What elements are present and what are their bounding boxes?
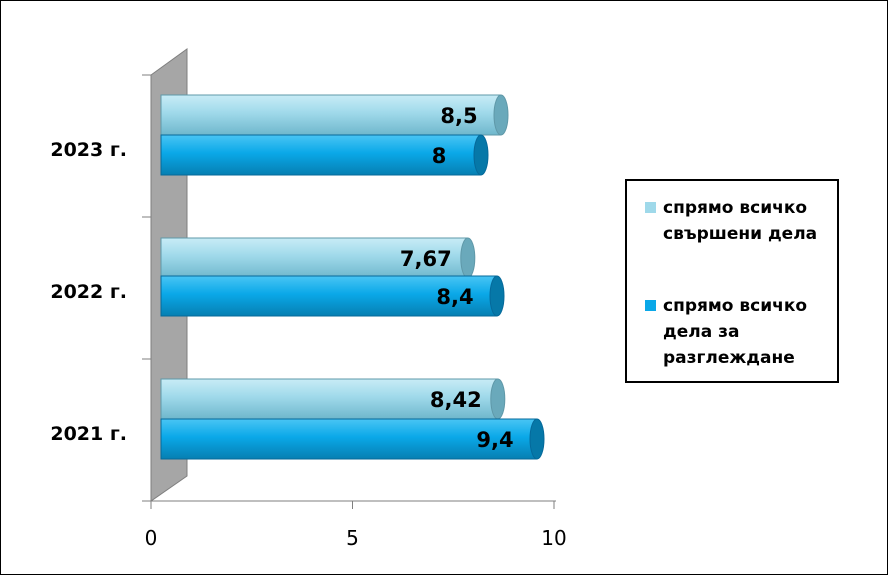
y-category-label: 2023 г. [50,139,127,161]
legend: спрямо всичко свършени дела спрямо всичк… [625,179,839,383]
legend-item-series-2: спрямо всичко дела за разглеждане [645,293,835,371]
y-category-label: 2021 г. [50,423,127,445]
data-label: 8 [432,144,447,168]
bar-end-cap [529,418,545,460]
bar-end-cap [460,237,476,279]
legend-label-series-1: спрямо всичко свършени дела [663,198,818,244]
data-label: 7,67 [400,247,452,271]
data-label: 8,4 [436,285,473,309]
data-label: 9,4 [476,428,513,452]
bar-end-cap [489,275,505,317]
legend-swatch-series-1 [645,202,656,213]
legend-item-series-1: спрямо всичко свършени дела [645,195,835,249]
bar-end-cap [473,134,489,176]
bar-end-cap [493,94,509,136]
x-tick-label: 5 [346,526,359,550]
data-label: 8,42 [430,388,482,412]
legend-label-series-2: спрямо всичко дела за разглеждане [663,296,808,368]
data-label: 8,5 [440,104,477,128]
x-tick-label: 10 [541,526,566,550]
x-tick-label: 0 [145,526,158,550]
bar-end-cap [490,378,506,420]
y-category-label: 2022 г. [50,281,127,303]
legend-swatch-series-2 [645,300,656,311]
